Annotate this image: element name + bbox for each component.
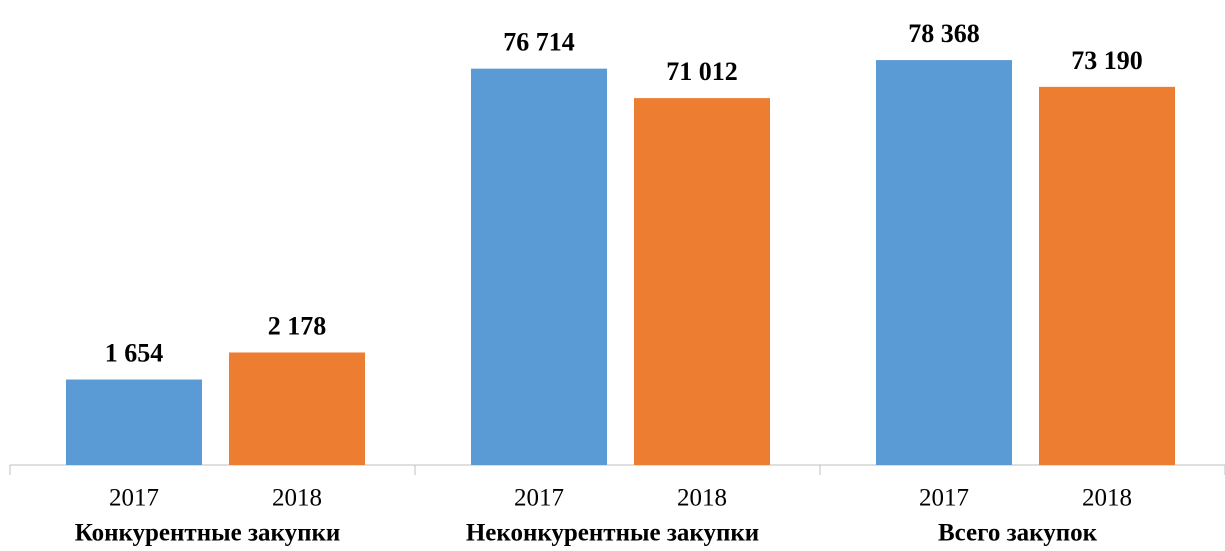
value-label: 71 012	[666, 57, 738, 86]
value-label: 73 190	[1071, 46, 1143, 75]
bar	[876, 60, 1012, 466]
x-tick-label: 2017	[919, 485, 969, 512]
bar	[1039, 86, 1175, 465]
x-tick-label: 2017	[514, 485, 564, 512]
bar	[634, 98, 770, 465]
group-label: Конкурентные закупки	[75, 520, 341, 547]
value-label: 1 654	[105, 339, 164, 368]
x-tick-label: 2018	[272, 485, 322, 512]
bar	[471, 68, 607, 465]
group-label: Неконкурентные закупки	[466, 520, 759, 547]
bar	[229, 352, 365, 465]
bar	[66, 379, 202, 465]
value-label: 76 714	[503, 28, 575, 57]
value-label: 2 178	[268, 311, 327, 340]
group-label: Всего закупок	[938, 520, 1098, 547]
value-label: 78 368	[908, 19, 980, 48]
x-tick-label: 2018	[677, 485, 727, 512]
x-tick-label: 2018	[1082, 485, 1132, 512]
x-tick-label: 2017	[109, 485, 159, 512]
